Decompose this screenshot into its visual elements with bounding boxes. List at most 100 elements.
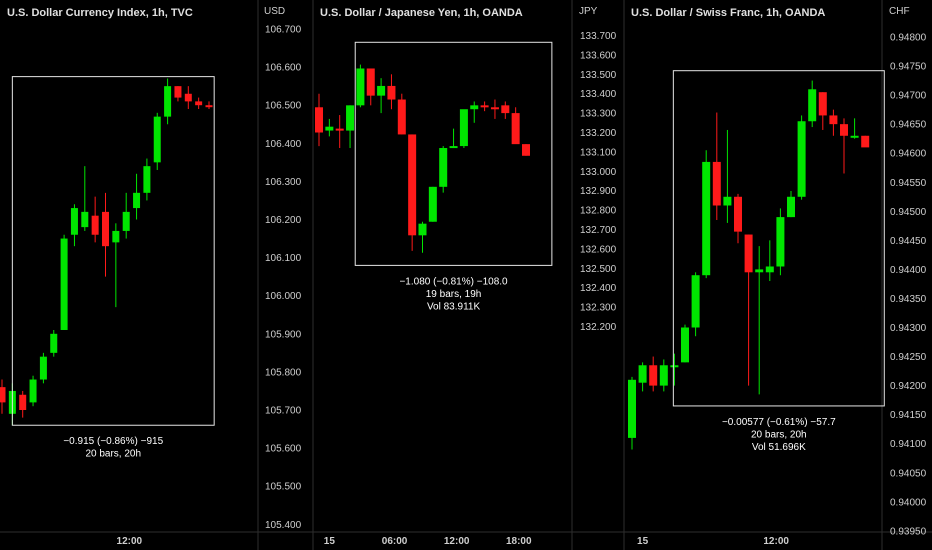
candle-body	[702, 161, 711, 276]
candle-body	[102, 211, 109, 247]
candle	[829, 109, 838, 136]
y-tick-label: 0.94000	[890, 497, 927, 508]
candle	[397, 93, 406, 135]
y-tick-label: 0.94400	[890, 265, 927, 276]
candle-body	[659, 365, 668, 386]
candle-body	[408, 134, 417, 236]
candle-body	[765, 266, 774, 273]
measure-box[interactable]	[354, 41, 553, 266]
x-tick-label: 06:00	[382, 536, 408, 547]
y-tick-label: 105.400	[265, 520, 302, 531]
candle-body	[184, 93, 192, 102]
axis-currency-label: JPY	[579, 6, 598, 17]
candle	[744, 234, 753, 386]
candle-body	[195, 101, 203, 106]
x-tick-label: 12:00	[117, 536, 143, 547]
candle	[60, 234, 68, 330]
candle	[765, 240, 774, 282]
candle-body	[356, 68, 365, 106]
y-tick-label: 0.94600	[890, 149, 927, 160]
candle	[861, 135, 870, 148]
y-tick-label: 0.94250	[890, 352, 927, 363]
candle-body	[797, 121, 806, 197]
y-tick-label: 132.200	[580, 322, 617, 333]
candle-body	[712, 161, 721, 206]
measure-label: 20 bars, 20h	[85, 449, 141, 460]
candle	[691, 272, 700, 337]
candle-body	[0, 387, 6, 403]
candle-body	[755, 269, 764, 273]
candle-body	[511, 113, 520, 145]
measure-box[interactable]	[11, 76, 215, 426]
y-tick-label: 132.300	[580, 303, 617, 314]
candle-body	[787, 196, 795, 218]
x-tick-label: 15	[637, 536, 649, 547]
y-tick-label: 132.700	[580, 225, 617, 236]
y-tick-label: 133.400	[580, 89, 617, 100]
candle-body	[205, 105, 213, 108]
candle-body	[723, 196, 732, 206]
candle-body	[91, 215, 99, 235]
x-tick-label: 15	[324, 536, 336, 547]
candle	[408, 134, 417, 251]
measure-label: 20 bars, 20h	[751, 429, 807, 440]
candle-body	[480, 105, 489, 108]
y-tick-label: 0.94350	[890, 294, 927, 305]
candle-body	[501, 105, 510, 114]
candle-body	[829, 115, 838, 125]
candle-body	[681, 327, 689, 363]
candle-body	[649, 365, 658, 386]
candle	[70, 204, 78, 247]
measure-box[interactable]	[672, 70, 885, 407]
candle-body	[70, 208, 78, 235]
candle-body	[776, 217, 785, 267]
axis-currency-label: CHF	[889, 6, 910, 17]
candle	[205, 101, 213, 110]
candle	[184, 86, 192, 110]
y-tick-label: 0.94550	[890, 178, 927, 189]
candle	[808, 80, 817, 128]
y-tick-label: 132.400	[580, 283, 617, 294]
candle-body	[428, 186, 437, 222]
candle	[325, 118, 334, 137]
y-tick-label: 106.600	[265, 63, 302, 74]
y-tick-label: 133.700	[580, 31, 617, 42]
y-tick-label: 105.600	[265, 444, 302, 455]
candle	[81, 166, 89, 231]
y-tick-label: 105.500	[265, 482, 302, 493]
candle	[702, 150, 711, 279]
candle-body	[850, 135, 859, 138]
candle	[439, 146, 448, 193]
candle	[628, 376, 636, 450]
y-tick-label: 132.500	[580, 264, 617, 275]
y-tick-label: 133.600	[580, 50, 617, 61]
candle	[681, 324, 689, 363]
candle	[734, 193, 742, 244]
y-tick-label: 0.94500	[890, 207, 927, 218]
candle-body	[60, 238, 68, 330]
y-tick-label: 106.300	[265, 177, 302, 188]
candle-body	[840, 124, 848, 136]
y-tick-label: 0.94800	[890, 33, 927, 44]
candle-body	[691, 275, 700, 328]
candle	[638, 362, 647, 392]
candle-body	[164, 86, 172, 117]
candle	[522, 144, 530, 156]
candle-body	[50, 333, 58, 353]
y-tick-label: 132.900	[580, 186, 617, 197]
x-tick-label: 12:00	[444, 536, 470, 547]
y-tick-label: 0.94300	[890, 323, 927, 334]
measure-label: Vol 51.696K	[752, 442, 806, 453]
candle-body	[315, 107, 323, 133]
candle-body	[133, 192, 141, 209]
candle	[315, 93, 323, 147]
candle-body	[153, 116, 161, 163]
candle-body	[39, 356, 47, 380]
candle-body	[122, 211, 130, 231]
candle	[195, 97, 203, 110]
candle-body	[366, 68, 375, 96]
y-tick-label: 106.200	[265, 215, 302, 226]
y-tick-label: 106.400	[265, 139, 302, 150]
candle	[449, 128, 458, 149]
y-tick-label: 0.94050	[890, 468, 927, 479]
